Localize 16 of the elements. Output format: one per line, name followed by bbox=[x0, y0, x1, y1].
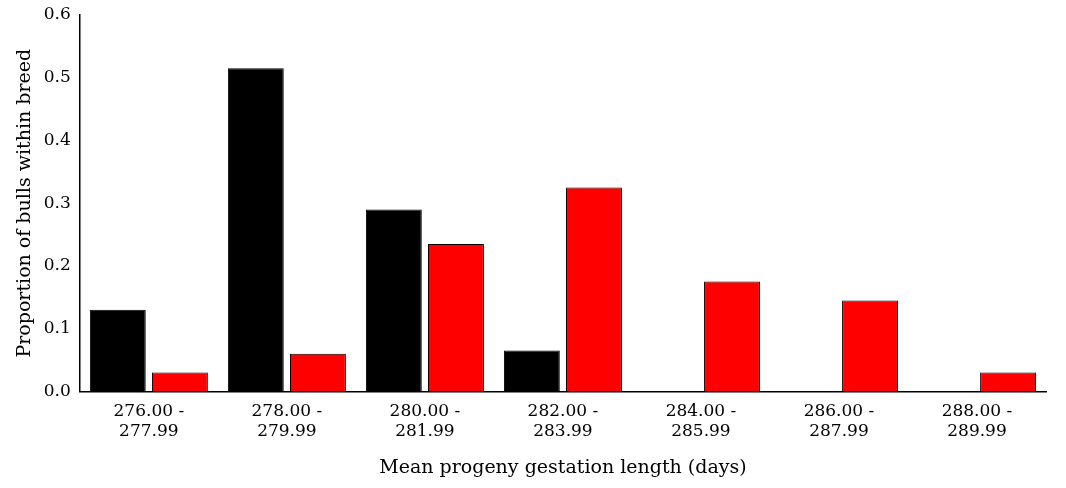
x-tick-label: 288.00 - 289.99 bbox=[941, 400, 1013, 441]
y-tick-label: 0.5 bbox=[43, 66, 71, 87]
x-tick-label: 282.00 - 283.99 bbox=[527, 400, 599, 441]
y-tick-label: 0.0 bbox=[43, 379, 71, 400]
x-tick-label: 286.00 - 287.99 bbox=[803, 400, 875, 441]
y-tick-label: 0.3 bbox=[43, 191, 71, 212]
x-tick-label: 280.00 - 281.99 bbox=[389, 400, 461, 441]
x-tick-label: 276.00 - 277.99 bbox=[113, 400, 185, 441]
y-tick-label: 0.1 bbox=[43, 317, 71, 338]
y-tick-label: 0.4 bbox=[43, 128, 71, 149]
x-tick-label: 284.00 - 285.99 bbox=[665, 400, 737, 441]
x-tick-label: 278.00 - 279.99 bbox=[251, 400, 323, 441]
x-axis-title: Mean progeny gestation length (days) bbox=[379, 454, 747, 477]
y-axis-title: Proportion of bulls within breed bbox=[12, 48, 35, 358]
y-tick-label: 0.2 bbox=[43, 254, 71, 275]
y-tick-label: 0.6 bbox=[43, 3, 71, 24]
